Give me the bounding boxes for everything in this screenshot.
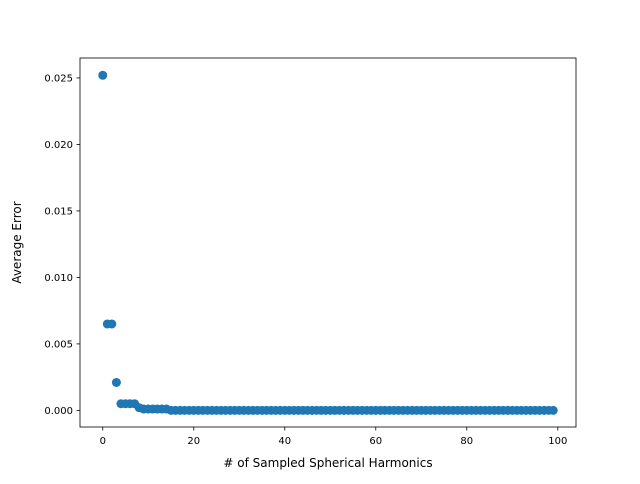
y-tick-label: 0.020	[44, 140, 73, 151]
data-points	[98, 70, 558, 415]
y-axis-ticks: 0.000 0.005 0.010 0.015 0.020 0.025	[44, 73, 80, 417]
x-tick-label: 80	[460, 436, 473, 447]
y-tick-label: 0.010	[44, 273, 73, 284]
data-point	[98, 70, 108, 80]
x-axis-ticks: 0 20 40 60 80 100	[100, 427, 567, 447]
y-axis-label: Average Error	[10, 201, 24, 283]
x-tick-label: 60	[369, 436, 382, 447]
data-point	[111, 377, 121, 387]
y-tick-label: 0.005	[44, 339, 73, 350]
x-tick-label: 0	[100, 436, 106, 447]
data-point	[107, 319, 117, 329]
y-tick-label: 0.015	[44, 206, 73, 217]
x-axis-label: # of Sampled Spherical Harmonics	[223, 456, 432, 470]
x-tick-label: 20	[187, 436, 200, 447]
data-point	[548, 405, 558, 415]
y-tick-label: 0.025	[44, 73, 73, 84]
y-tick-label: 0.000	[44, 406, 73, 417]
axes-frame	[79, 57, 577, 428]
x-tick-label: 100	[548, 436, 567, 447]
x-tick-label: 40	[278, 436, 291, 447]
